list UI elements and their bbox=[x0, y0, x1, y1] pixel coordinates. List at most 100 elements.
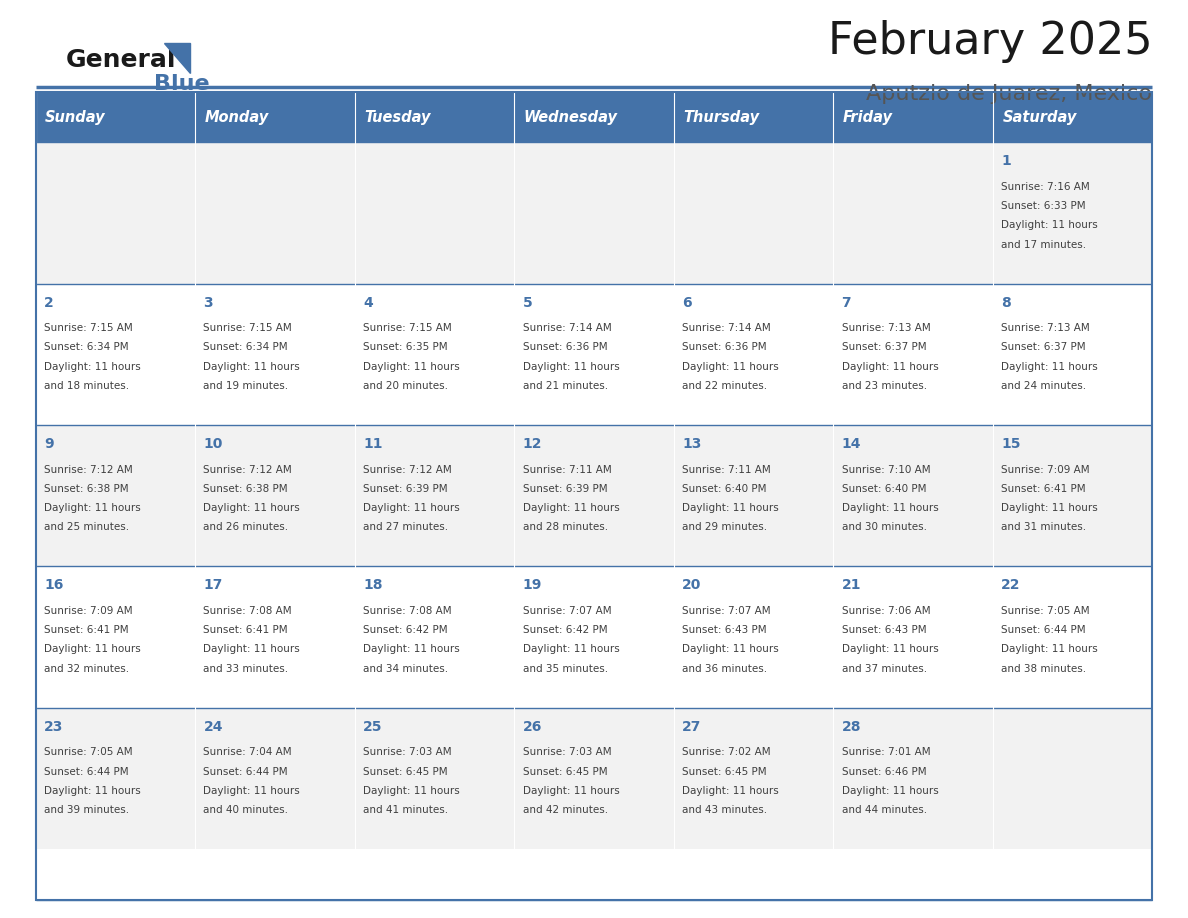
Text: Sunset: 6:37 PM: Sunset: 6:37 PM bbox=[841, 342, 927, 353]
Text: Daylight: 11 hours: Daylight: 11 hours bbox=[523, 644, 619, 655]
Text: 3: 3 bbox=[203, 296, 213, 309]
Text: 9: 9 bbox=[44, 437, 53, 451]
Text: 11: 11 bbox=[364, 437, 383, 451]
Text: Sunset: 6:41 PM: Sunset: 6:41 PM bbox=[44, 625, 128, 635]
Text: Daylight: 11 hours: Daylight: 11 hours bbox=[1001, 644, 1098, 655]
Text: Daylight: 11 hours: Daylight: 11 hours bbox=[523, 362, 619, 372]
Text: Daylight: 11 hours: Daylight: 11 hours bbox=[841, 503, 939, 513]
Text: Daylight: 11 hours: Daylight: 11 hours bbox=[203, 786, 301, 796]
Text: Sunset: 6:45 PM: Sunset: 6:45 PM bbox=[364, 767, 448, 777]
Text: Daylight: 11 hours: Daylight: 11 hours bbox=[682, 644, 779, 655]
Text: and 38 minutes.: and 38 minutes. bbox=[1001, 664, 1086, 674]
Text: Daylight: 11 hours: Daylight: 11 hours bbox=[682, 362, 779, 372]
Text: and 36 minutes.: and 36 minutes. bbox=[682, 664, 767, 674]
Text: and 31 minutes.: and 31 minutes. bbox=[1001, 522, 1086, 532]
Text: Sunset: 6:34 PM: Sunset: 6:34 PM bbox=[203, 342, 289, 353]
Bar bbox=[36, 92, 195, 142]
Text: Sunrise: 7:11 AM: Sunrise: 7:11 AM bbox=[682, 465, 771, 475]
Text: Sunrise: 7:11 AM: Sunrise: 7:11 AM bbox=[523, 465, 612, 475]
Text: Sunrise: 7:07 AM: Sunrise: 7:07 AM bbox=[682, 606, 771, 616]
Text: Sunrise: 7:12 AM: Sunrise: 7:12 AM bbox=[364, 465, 451, 475]
Text: Daylight: 11 hours: Daylight: 11 hours bbox=[44, 786, 140, 796]
Text: Sunrise: 7:10 AM: Sunrise: 7:10 AM bbox=[841, 465, 930, 475]
Text: and 24 minutes.: and 24 minutes. bbox=[1001, 381, 1086, 391]
Text: Daylight: 11 hours: Daylight: 11 hours bbox=[203, 644, 301, 655]
Text: 10: 10 bbox=[203, 437, 223, 451]
Text: Sunset: 6:35 PM: Sunset: 6:35 PM bbox=[364, 342, 448, 353]
Text: Sunset: 6:38 PM: Sunset: 6:38 PM bbox=[44, 484, 128, 494]
Text: 20: 20 bbox=[682, 578, 701, 592]
Text: 14: 14 bbox=[841, 437, 861, 451]
Text: Sunrise: 7:13 AM: Sunrise: 7:13 AM bbox=[1001, 323, 1089, 333]
Text: 12: 12 bbox=[523, 437, 542, 451]
Text: Sunset: 6:37 PM: Sunset: 6:37 PM bbox=[1001, 342, 1086, 353]
Text: and 25 minutes.: and 25 minutes. bbox=[44, 522, 129, 532]
Text: Daylight: 11 hours: Daylight: 11 hours bbox=[841, 644, 939, 655]
Text: Sunrise: 7:08 AM: Sunrise: 7:08 AM bbox=[203, 606, 292, 616]
Text: and 41 minutes.: and 41 minutes. bbox=[364, 805, 448, 815]
Text: 26: 26 bbox=[523, 720, 542, 733]
Bar bbox=[36, 92, 1152, 900]
Text: Daylight: 11 hours: Daylight: 11 hours bbox=[841, 786, 939, 796]
Text: Sunrise: 7:15 AM: Sunrise: 7:15 AM bbox=[44, 323, 133, 333]
Text: 6: 6 bbox=[682, 296, 691, 309]
Text: and 35 minutes.: and 35 minutes. bbox=[523, 664, 608, 674]
Text: Sunrise: 7:09 AM: Sunrise: 7:09 AM bbox=[1001, 465, 1089, 475]
Text: Sunset: 6:36 PM: Sunset: 6:36 PM bbox=[523, 342, 607, 353]
Text: Daylight: 11 hours: Daylight: 11 hours bbox=[682, 786, 779, 796]
Text: Sunset: 6:39 PM: Sunset: 6:39 PM bbox=[523, 484, 607, 494]
Text: Sunset: 6:45 PM: Sunset: 6:45 PM bbox=[523, 767, 607, 777]
Text: Sunset: 6:36 PM: Sunset: 6:36 PM bbox=[682, 342, 766, 353]
Text: Daylight: 11 hours: Daylight: 11 hours bbox=[364, 362, 460, 372]
Text: Sunset: 6:39 PM: Sunset: 6:39 PM bbox=[364, 484, 448, 494]
Text: and 43 minutes.: and 43 minutes. bbox=[682, 805, 767, 815]
Text: Daylight: 11 hours: Daylight: 11 hours bbox=[364, 503, 460, 513]
Text: Daylight: 11 hours: Daylight: 11 hours bbox=[364, 644, 460, 655]
Text: Sunset: 6:38 PM: Sunset: 6:38 PM bbox=[203, 484, 289, 494]
Bar bbox=[355, 92, 514, 142]
Text: and 40 minutes.: and 40 minutes. bbox=[203, 805, 289, 815]
Text: Sunset: 6:45 PM: Sunset: 6:45 PM bbox=[682, 767, 766, 777]
Bar bbox=[674, 92, 833, 142]
Text: and 28 minutes.: and 28 minutes. bbox=[523, 522, 608, 532]
Text: Daylight: 11 hours: Daylight: 11 hours bbox=[203, 503, 301, 513]
Text: Sunrise: 7:02 AM: Sunrise: 7:02 AM bbox=[682, 747, 771, 757]
Text: and 20 minutes.: and 20 minutes. bbox=[364, 381, 448, 391]
Text: Sunday: Sunday bbox=[45, 109, 106, 125]
Text: Daylight: 11 hours: Daylight: 11 hours bbox=[841, 362, 939, 372]
Text: Sunset: 6:43 PM: Sunset: 6:43 PM bbox=[841, 625, 927, 635]
Text: 8: 8 bbox=[1001, 296, 1011, 309]
Polygon shape bbox=[164, 43, 190, 73]
Text: 4: 4 bbox=[364, 296, 373, 309]
Text: and 30 minutes.: and 30 minutes. bbox=[841, 522, 927, 532]
Text: Daylight: 11 hours: Daylight: 11 hours bbox=[44, 503, 140, 513]
Text: Sunrise: 7:03 AM: Sunrise: 7:03 AM bbox=[364, 747, 451, 757]
Text: and 42 minutes.: and 42 minutes. bbox=[523, 805, 608, 815]
Text: Daylight: 11 hours: Daylight: 11 hours bbox=[1001, 220, 1098, 230]
Text: 25: 25 bbox=[364, 720, 383, 733]
Text: 23: 23 bbox=[44, 720, 63, 733]
Text: 18: 18 bbox=[364, 578, 383, 592]
Text: and 44 minutes.: and 44 minutes. bbox=[841, 805, 927, 815]
Bar bbox=[833, 92, 993, 142]
Text: Sunset: 6:42 PM: Sunset: 6:42 PM bbox=[523, 625, 607, 635]
Bar bbox=[993, 92, 1152, 142]
Text: Sunrise: 7:05 AM: Sunrise: 7:05 AM bbox=[44, 747, 133, 757]
Text: and 32 minutes.: and 32 minutes. bbox=[44, 664, 129, 674]
Text: 2: 2 bbox=[44, 296, 53, 309]
Bar bbox=[514, 92, 674, 142]
Text: Daylight: 11 hours: Daylight: 11 hours bbox=[44, 644, 140, 655]
Text: 27: 27 bbox=[682, 720, 701, 733]
Text: Wednesday: Wednesday bbox=[524, 109, 618, 125]
Text: Sunset: 6:34 PM: Sunset: 6:34 PM bbox=[44, 342, 128, 353]
Text: Sunset: 6:42 PM: Sunset: 6:42 PM bbox=[364, 625, 448, 635]
Text: Blue: Blue bbox=[154, 74, 210, 95]
Text: Sunrise: 7:14 AM: Sunrise: 7:14 AM bbox=[682, 323, 771, 333]
Text: Sunrise: 7:16 AM: Sunrise: 7:16 AM bbox=[1001, 182, 1089, 192]
Bar bbox=[36, 566, 1152, 708]
Text: Daylight: 11 hours: Daylight: 11 hours bbox=[523, 503, 619, 513]
Text: Sunset: 6:33 PM: Sunset: 6:33 PM bbox=[1001, 201, 1086, 211]
Text: Aputzio de Juarez, Mexico: Aputzio de Juarez, Mexico bbox=[866, 84, 1152, 104]
Text: Saturday: Saturday bbox=[1003, 109, 1076, 125]
Text: Sunset: 6:40 PM: Sunset: 6:40 PM bbox=[682, 484, 766, 494]
